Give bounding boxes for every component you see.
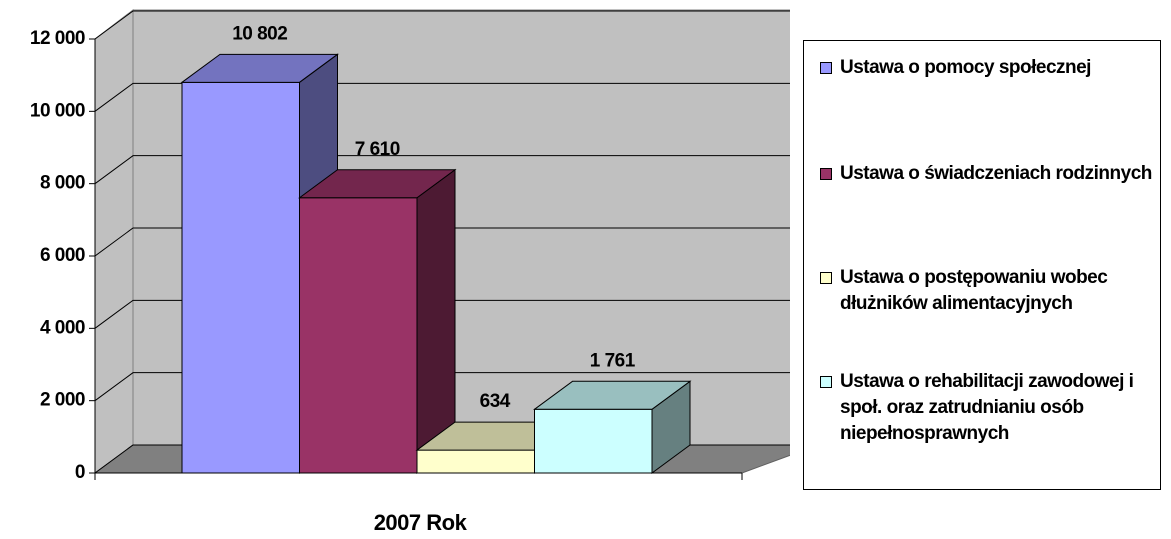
y-tick-label: 12 000 — [30, 28, 85, 49]
y-tick-label: 0 — [75, 462, 85, 483]
legend-entry: Ustawa o pomocy społecznej — [818, 55, 1158, 81]
data-label: 634 — [480, 391, 511, 412]
y-tick-label: 6 000 — [40, 245, 85, 266]
data-label: 7 610 — [355, 139, 400, 160]
legend-label: Ustawa o pomocy społecznej — [840, 57, 1091, 78]
legend: Ustawa o pomocy społecznej Ustawa o świad… — [803, 40, 1161, 490]
y-tick-label: 2 000 — [40, 390, 85, 411]
data-label: 1 761 — [590, 350, 636, 371]
legend-swatch — [820, 272, 832, 284]
bar — [181, 81, 300, 474]
grid-line — [94, 227, 790, 257]
bar — [299, 197, 418, 474]
legend-swatch — [820, 62, 832, 74]
grid-line — [94, 155, 790, 185]
legend-entry: Ustawa o postępowaniu wobec dłużników al… — [818, 265, 1158, 317]
y-tick-label: 8 000 — [40, 173, 85, 194]
bar — [534, 408, 653, 474]
grid-line — [94, 299, 790, 329]
legend-entry: Ustawa o rehabilitacji zawodowej i społ.… — [818, 369, 1158, 447]
bar-top — [297, 169, 457, 199]
chart: 0 2 000 4 000 6 000 8 000 10 000 12 000 10 802 7… — [30, 8, 790, 535]
legend-label: Ustawa o świadczeniach rodzinnych — [840, 163, 1152, 184]
grid-line — [94, 372, 790, 402]
legend-label: Ustawa o rehabilitacji zawodowej i społ.… — [840, 371, 1134, 444]
legend-swatch — [820, 168, 832, 180]
bar-top — [532, 380, 692, 410]
legend-swatch — [820, 376, 832, 388]
y-tick-label: 10 000 — [30, 100, 85, 121]
grid-line — [94, 82, 790, 112]
data-label: 10 802 — [232, 23, 287, 44]
bar-top — [180, 53, 340, 83]
grid-line — [94, 10, 790, 40]
bar — [416, 449, 535, 474]
y-tick-label: 4 000 — [40, 317, 85, 338]
legend-entry: Ustawa o świadczeniach rodzinnych — [818, 161, 1158, 187]
x-tick-label: 2007 Rok — [374, 510, 468, 535]
legend-label: Ustawa o postępowaniu wobec dłużników al… — [840, 267, 1108, 314]
